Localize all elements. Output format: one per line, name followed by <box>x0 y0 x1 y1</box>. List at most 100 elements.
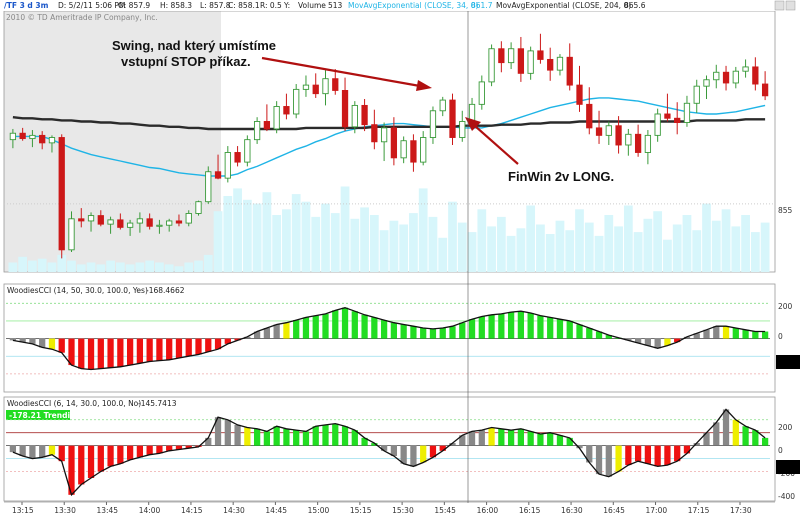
cci-bar <box>625 338 632 341</box>
volume-bar <box>731 226 741 272</box>
cci-bar <box>566 320 573 339</box>
volume-bar <box>379 230 389 272</box>
candle-body <box>166 220 173 226</box>
finwin-annotation: FinWin 2v LONG. <box>508 169 614 184</box>
cci-bar <box>185 338 192 357</box>
volume-bar <box>164 264 174 272</box>
cci-bar <box>205 437 212 446</box>
volume-bar <box>282 209 291 272</box>
candle-body <box>488 48 495 83</box>
cci-bar <box>322 313 329 339</box>
cci-bar <box>752 331 759 339</box>
time-tick-label: 17:30 <box>730 506 752 515</box>
copyright: 2010 © TD Ameritrade IP Company, Inc. <box>6 13 158 22</box>
volume-bar <box>242 199 252 272</box>
volume-bar <box>194 260 203 272</box>
time-tick-label: 15:30 <box>392 506 414 515</box>
cci-bar <box>547 432 554 446</box>
cci-bar <box>293 320 300 339</box>
cci-bar <box>312 315 319 339</box>
volume-bar <box>428 216 438 272</box>
cci-bar <box>68 338 75 366</box>
candle-body <box>410 140 417 163</box>
volume-bar <box>653 211 663 272</box>
cci-bar <box>420 328 427 339</box>
cci-bar <box>146 338 153 362</box>
cci-bar <box>263 431 271 446</box>
cci-bar <box>302 431 310 446</box>
cci-bar <box>9 338 17 341</box>
cci-bar <box>683 336 691 339</box>
time-tick-label: 17:15 <box>688 506 710 515</box>
cci-bar <box>722 409 730 446</box>
time-tick-label: 14:45 <box>265 506 287 515</box>
volume-bar <box>67 260 76 272</box>
ema204-label: MovAvgExponential (CLOSE, 204, 0) <box>496 1 631 10</box>
cci-bar <box>29 338 36 344</box>
cci-bar <box>683 445 691 454</box>
cci-bar <box>761 331 769 339</box>
cci-bar <box>175 445 183 450</box>
cci-bar <box>214 338 222 350</box>
ema204-line <box>12 116 766 131</box>
cci-bar <box>78 445 85 485</box>
volume-bar <box>711 220 721 272</box>
candle-body <box>175 220 183 224</box>
y-label: Y: <box>283 1 290 10</box>
candle-body <box>478 81 485 105</box>
candle-body <box>713 71 720 81</box>
cci-bar <box>156 338 163 361</box>
candle-body <box>380 127 388 143</box>
candle-body <box>97 215 104 225</box>
cci-bar <box>380 320 388 339</box>
candle-body <box>547 58 554 71</box>
time-tick-label: 15:00 <box>308 506 330 515</box>
cci-line <box>12 408 766 497</box>
volume-bar <box>174 266 184 272</box>
cci-bar <box>175 338 183 358</box>
cci-bar <box>48 338 56 350</box>
header-bar: /TF 3 d 3m D: 5/2/11 5:06 PM O: 857.9 H:… <box>0 0 800 22</box>
cci-bar <box>58 445 65 462</box>
cci-bar <box>420 445 427 463</box>
settings-button[interactable] <box>785 0 796 11</box>
time-tick-label: 13:15 <box>12 506 34 515</box>
volume-bar <box>262 192 272 272</box>
cci1-title: WoodiesCCI (14, 50, 30.0, 100.0, Yes) <box>7 286 148 295</box>
cci-bar <box>410 326 417 339</box>
candle-body <box>644 134 652 153</box>
candle-body <box>683 102 691 123</box>
cci-bar <box>39 445 46 458</box>
symbol-label[interactable]: /TF 3 d 3m <box>4 1 49 10</box>
volume-bar <box>223 196 233 272</box>
swing-annotation-line1: Swing, nad který umístíme <box>112 38 276 53</box>
ema204-value: 865.6 <box>624 1 646 10</box>
cci-bar <box>341 307 349 339</box>
cci-bar <box>78 338 85 369</box>
cci-bar <box>361 314 368 339</box>
candle-body <box>263 121 271 130</box>
volume-bar <box>203 254 213 272</box>
time-tick-label: 15:45 <box>434 506 456 515</box>
volume-bar <box>233 188 242 272</box>
cci-bar <box>341 426 349 446</box>
candle-body <box>400 140 407 159</box>
time-tick-label: 15:15 <box>350 506 372 515</box>
cci-bar <box>400 324 407 339</box>
candle-body <box>273 106 280 130</box>
volume-bar <box>115 262 125 272</box>
cci-bar <box>459 322 466 339</box>
cci-panel-2: WoodiesCCI (6, 14, 30.0, 100.0, No) -145… <box>3 396 800 502</box>
candle-body <box>78 218 85 222</box>
cci-bar <box>244 336 251 339</box>
cci1-value: -168.4662 <box>146 286 185 295</box>
minimize-button[interactable] <box>774 0 785 11</box>
volume-bar <box>477 209 487 272</box>
cci-bar <box>87 338 95 370</box>
candle-body <box>205 171 212 203</box>
cci-bar <box>644 338 652 346</box>
cci-bar <box>136 445 144 458</box>
trending-badge-label: -178.21 Trending <box>9 411 81 420</box>
cci-bar <box>97 338 104 369</box>
candle-body <box>449 99 456 138</box>
